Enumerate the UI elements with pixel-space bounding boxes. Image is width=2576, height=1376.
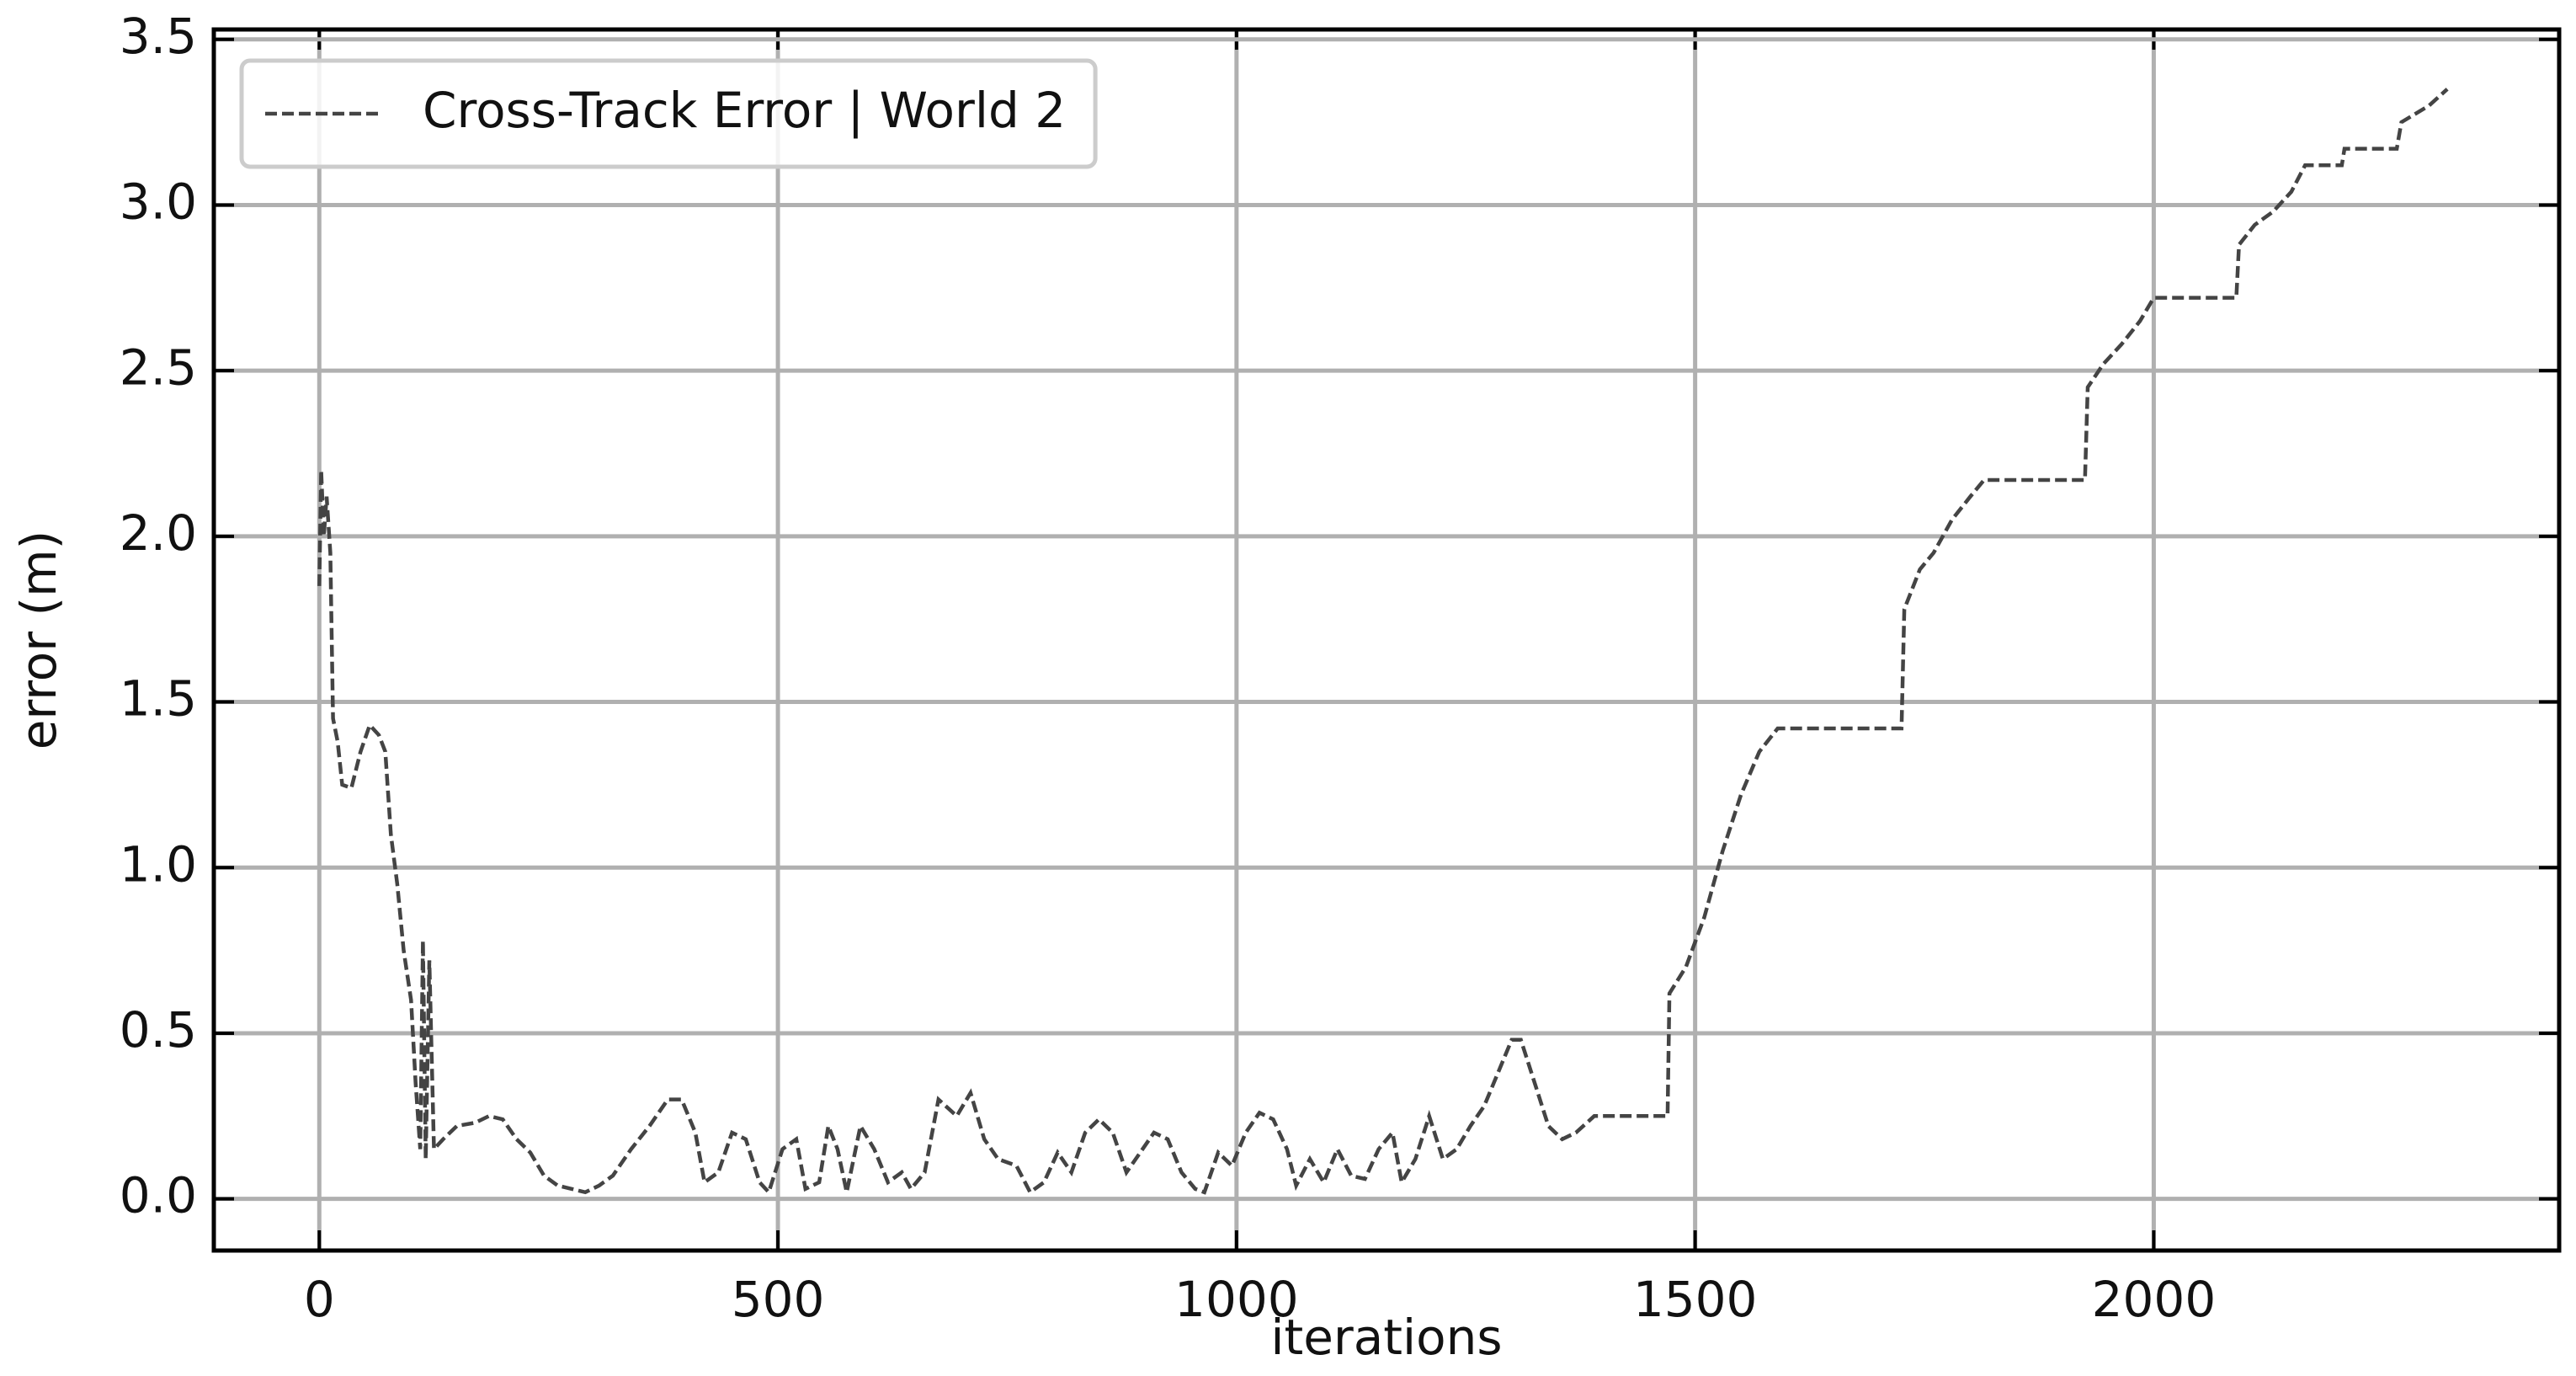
x-tick-label: 1000 <box>1174 1271 1299 1328</box>
legend-box <box>239 58 1098 169</box>
x-axis-label: iterations <box>1270 1309 1502 1366</box>
x-tick-label: 1500 <box>1633 1271 1758 1328</box>
y-tick-label: 3.5 <box>120 8 197 65</box>
y-tick-label: 1.5 <box>120 670 197 728</box>
data-line <box>317 88 2449 1197</box>
y-axis-label: error (m) <box>10 531 67 750</box>
y-tick-label: 2.5 <box>120 339 197 396</box>
y-tick-label: 0.0 <box>120 1167 197 1224</box>
y-tick-label: 3.0 <box>120 173 197 231</box>
axes-frame <box>211 27 2562 1253</box>
y-tick-label: 2.0 <box>120 504 197 562</box>
x-tick-label: 2000 <box>2092 1271 2217 1328</box>
legend: Cross-Track Error | World 2 <box>239 58 1098 169</box>
x-tick-label: 0 <box>304 1271 335 1328</box>
y-tick-label: 0.5 <box>120 1001 197 1059</box>
y-tick-label: 1.0 <box>120 835 197 893</box>
legend-label: Cross-Track Error | World 2 <box>423 82 1066 139</box>
x-tick-label: 500 <box>732 1271 825 1328</box>
